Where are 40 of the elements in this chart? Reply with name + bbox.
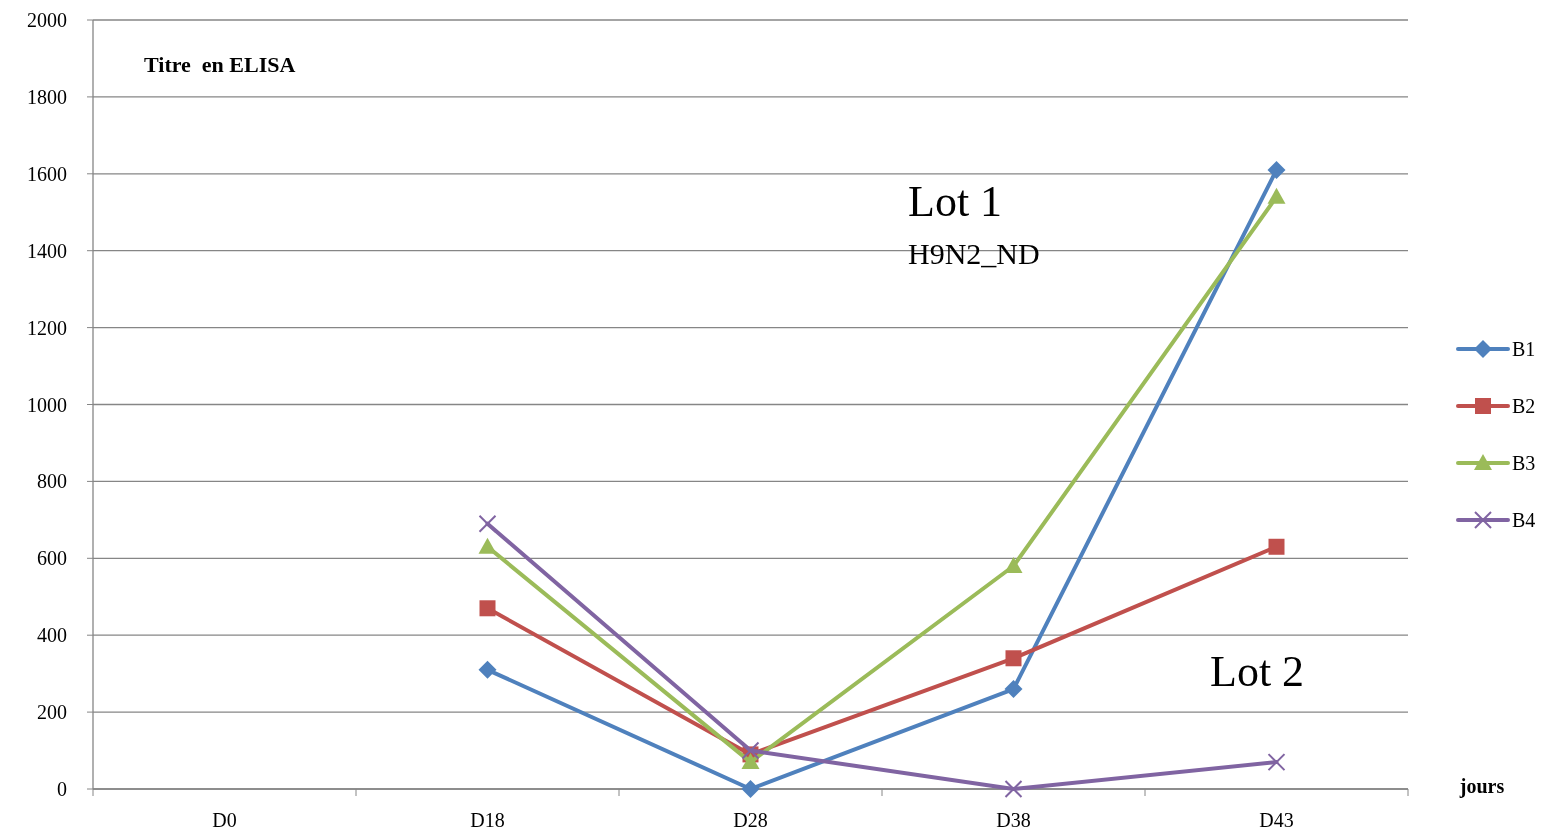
point [479, 600, 496, 617]
y-tick-label: 1800 [27, 85, 67, 108]
point [741, 753, 760, 770]
annotation: Lot 1 [908, 177, 1003, 226]
point [1004, 680, 1023, 699]
y-tick-label: 200 [37, 701, 67, 724]
y-tick-label: 400 [37, 624, 67, 647]
point [1268, 538, 1285, 555]
annotation: Lot 2 [1210, 647, 1305, 696]
y-tick-label: 1000 [27, 393, 67, 416]
legend-label: B3 [1512, 452, 1536, 474]
point [1005, 650, 1022, 667]
point [741, 780, 760, 798]
x-tick-label: D0 [212, 809, 237, 831]
point [1267, 753, 1286, 772]
annotation: H9N2_ND [908, 237, 1040, 270]
text: Titre en ELISA [144, 52, 296, 77]
point [1267, 187, 1286, 204]
x-tick-label: D28 [733, 809, 768, 831]
point [478, 660, 497, 679]
point [1004, 556, 1023, 573]
y-tick-label: 0 [57, 778, 67, 800]
x-tick-label: D18 [470, 809, 505, 831]
legend-label: B1 [1512, 338, 1536, 360]
legend-label: B4 [1512, 509, 1536, 531]
y-tick-label: 1400 [27, 239, 67, 262]
point [1004, 780, 1023, 798]
legend-label: B2 [1512, 395, 1536, 417]
y-tick-label: 1200 [27, 316, 67, 339]
y-tick-label: 600 [37, 547, 67, 570]
x-tick-label: D38 [996, 809, 1031, 831]
y-tick-label: 2000 [27, 9, 67, 31]
point [478, 537, 497, 554]
x-axis-title: jours [1458, 775, 1505, 798]
point [741, 741, 760, 760]
point [1267, 160, 1286, 179]
point [478, 514, 497, 533]
y-tick-label: 1600 [27, 162, 67, 185]
y-tick-label: 800 [37, 470, 67, 493]
x-tick-label: D43 [1259, 809, 1294, 831]
